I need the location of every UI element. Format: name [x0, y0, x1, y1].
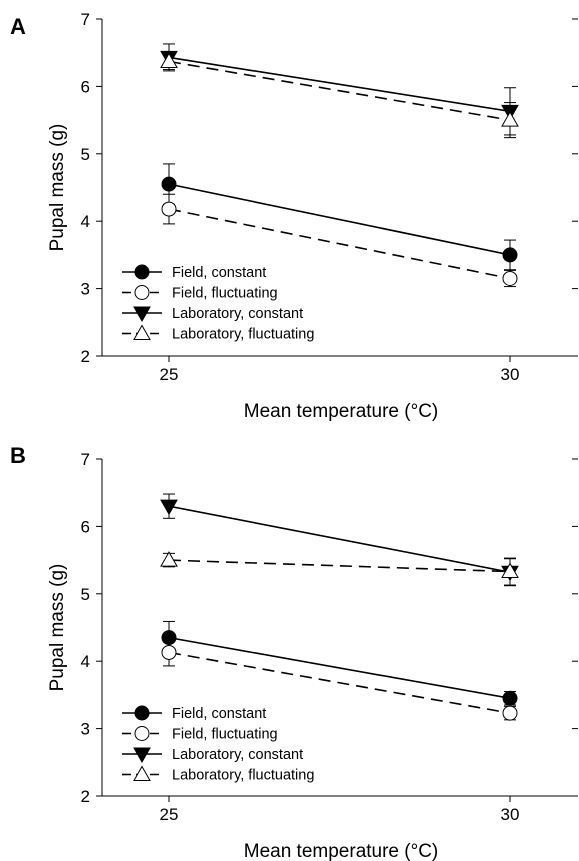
series-field-constant — [161, 163, 518, 271]
series-line — [168, 636, 511, 700]
series-line — [168, 651, 511, 714]
series-laboratory-fluctuating — [160, 52, 519, 139]
x-axis-title: Mean temperature (°C) — [244, 401, 439, 422]
legend-marker — [134, 705, 150, 721]
y-tick-label: 6 — [81, 77, 90, 96]
y-tick-label: 6 — [81, 517, 90, 536]
y-tick-label: 7 — [81, 450, 90, 469]
y-tick-label: 2 — [81, 787, 90, 806]
y-tick-label: 3 — [81, 280, 90, 299]
series-field-fluctuating — [161, 638, 518, 721]
series-field-fluctuating — [161, 193, 518, 288]
legend-marker — [134, 264, 150, 280]
series-laboratory-constant — [160, 43, 519, 136]
data-point — [502, 705, 518, 721]
legend: Field, constant Field, fluctuating Laborat… — [122, 264, 314, 343]
legend-label: Laboratory, fluctuating — [172, 327, 314, 343]
x-tick-label: 25 — [160, 365, 179, 384]
data-point — [160, 551, 178, 567]
y-tick-label: 5 — [81, 585, 90, 604]
data-point — [161, 176, 177, 192]
data-point — [160, 499, 178, 516]
legend-label: Laboratory, constant — [172, 747, 303, 763]
legend-marker — [133, 306, 151, 323]
series-line — [168, 56, 511, 113]
legend-label: Field, fluctuating — [172, 727, 278, 743]
legend-label: Field, constant — [172, 265, 266, 281]
y-tick-label: 7 — [81, 10, 90, 29]
series-field-constant — [161, 620, 518, 706]
series-line — [168, 183, 511, 256]
legend-label: Field, constant — [172, 706, 266, 722]
y-tick-label: 4 — [81, 212, 90, 231]
series-line — [168, 60, 511, 121]
legend: Field, constant Field, fluctuating Laborat… — [122, 705, 314, 784]
data-point — [161, 644, 177, 660]
legend-label: Laboratory, constant — [172, 306, 303, 322]
legend-marker — [133, 747, 151, 764]
data-point — [160, 52, 178, 68]
y-axis-title: Pupal mass (g) — [47, 124, 68, 252]
legend-marker — [133, 324, 151, 340]
x-tick-label: 30 — [501, 365, 520, 384]
x-axis-title: Mean temperature (°C) — [244, 841, 439, 861]
series-laboratory-fluctuating — [160, 551, 519, 586]
x-tick-label: 25 — [160, 805, 179, 824]
series-line — [168, 208, 511, 280]
y-tick-label: 4 — [81, 652, 90, 671]
legend-marker — [133, 765, 151, 781]
legend-marker — [134, 726, 150, 741]
series-line — [168, 505, 511, 574]
panel-label: B — [10, 443, 26, 468]
data-point — [501, 111, 519, 127]
data-point — [501, 562, 519, 579]
panel-label: A — [10, 14, 26, 39]
y-tick-label: 5 — [81, 145, 90, 164]
chart-panel-a: A 2 3 4 5 6 7 25 30 Mean temperature (°C) Pupal ma… — [10, 10, 578, 422]
chart-panel-b: B 2 3 4 5 6 7 25 30 Mean temperature (°C) Pupal ma… — [10, 443, 578, 861]
data-point — [161, 201, 177, 217]
legend-label: Field, fluctuating — [172, 286, 278, 302]
legend-marker — [134, 285, 150, 300]
data-point — [502, 247, 518, 263]
series-laboratory-constant — [160, 493, 519, 587]
legend-label: Laboratory, fluctuating — [172, 768, 314, 784]
x-tick-label: 30 — [501, 805, 520, 824]
y-tick-label: 2 — [81, 347, 90, 366]
data-point — [502, 690, 518, 706]
y-tick-label: 3 — [81, 720, 90, 739]
y-axis-title: Pupal mass (g) — [47, 564, 68, 692]
data-point — [502, 270, 518, 286]
